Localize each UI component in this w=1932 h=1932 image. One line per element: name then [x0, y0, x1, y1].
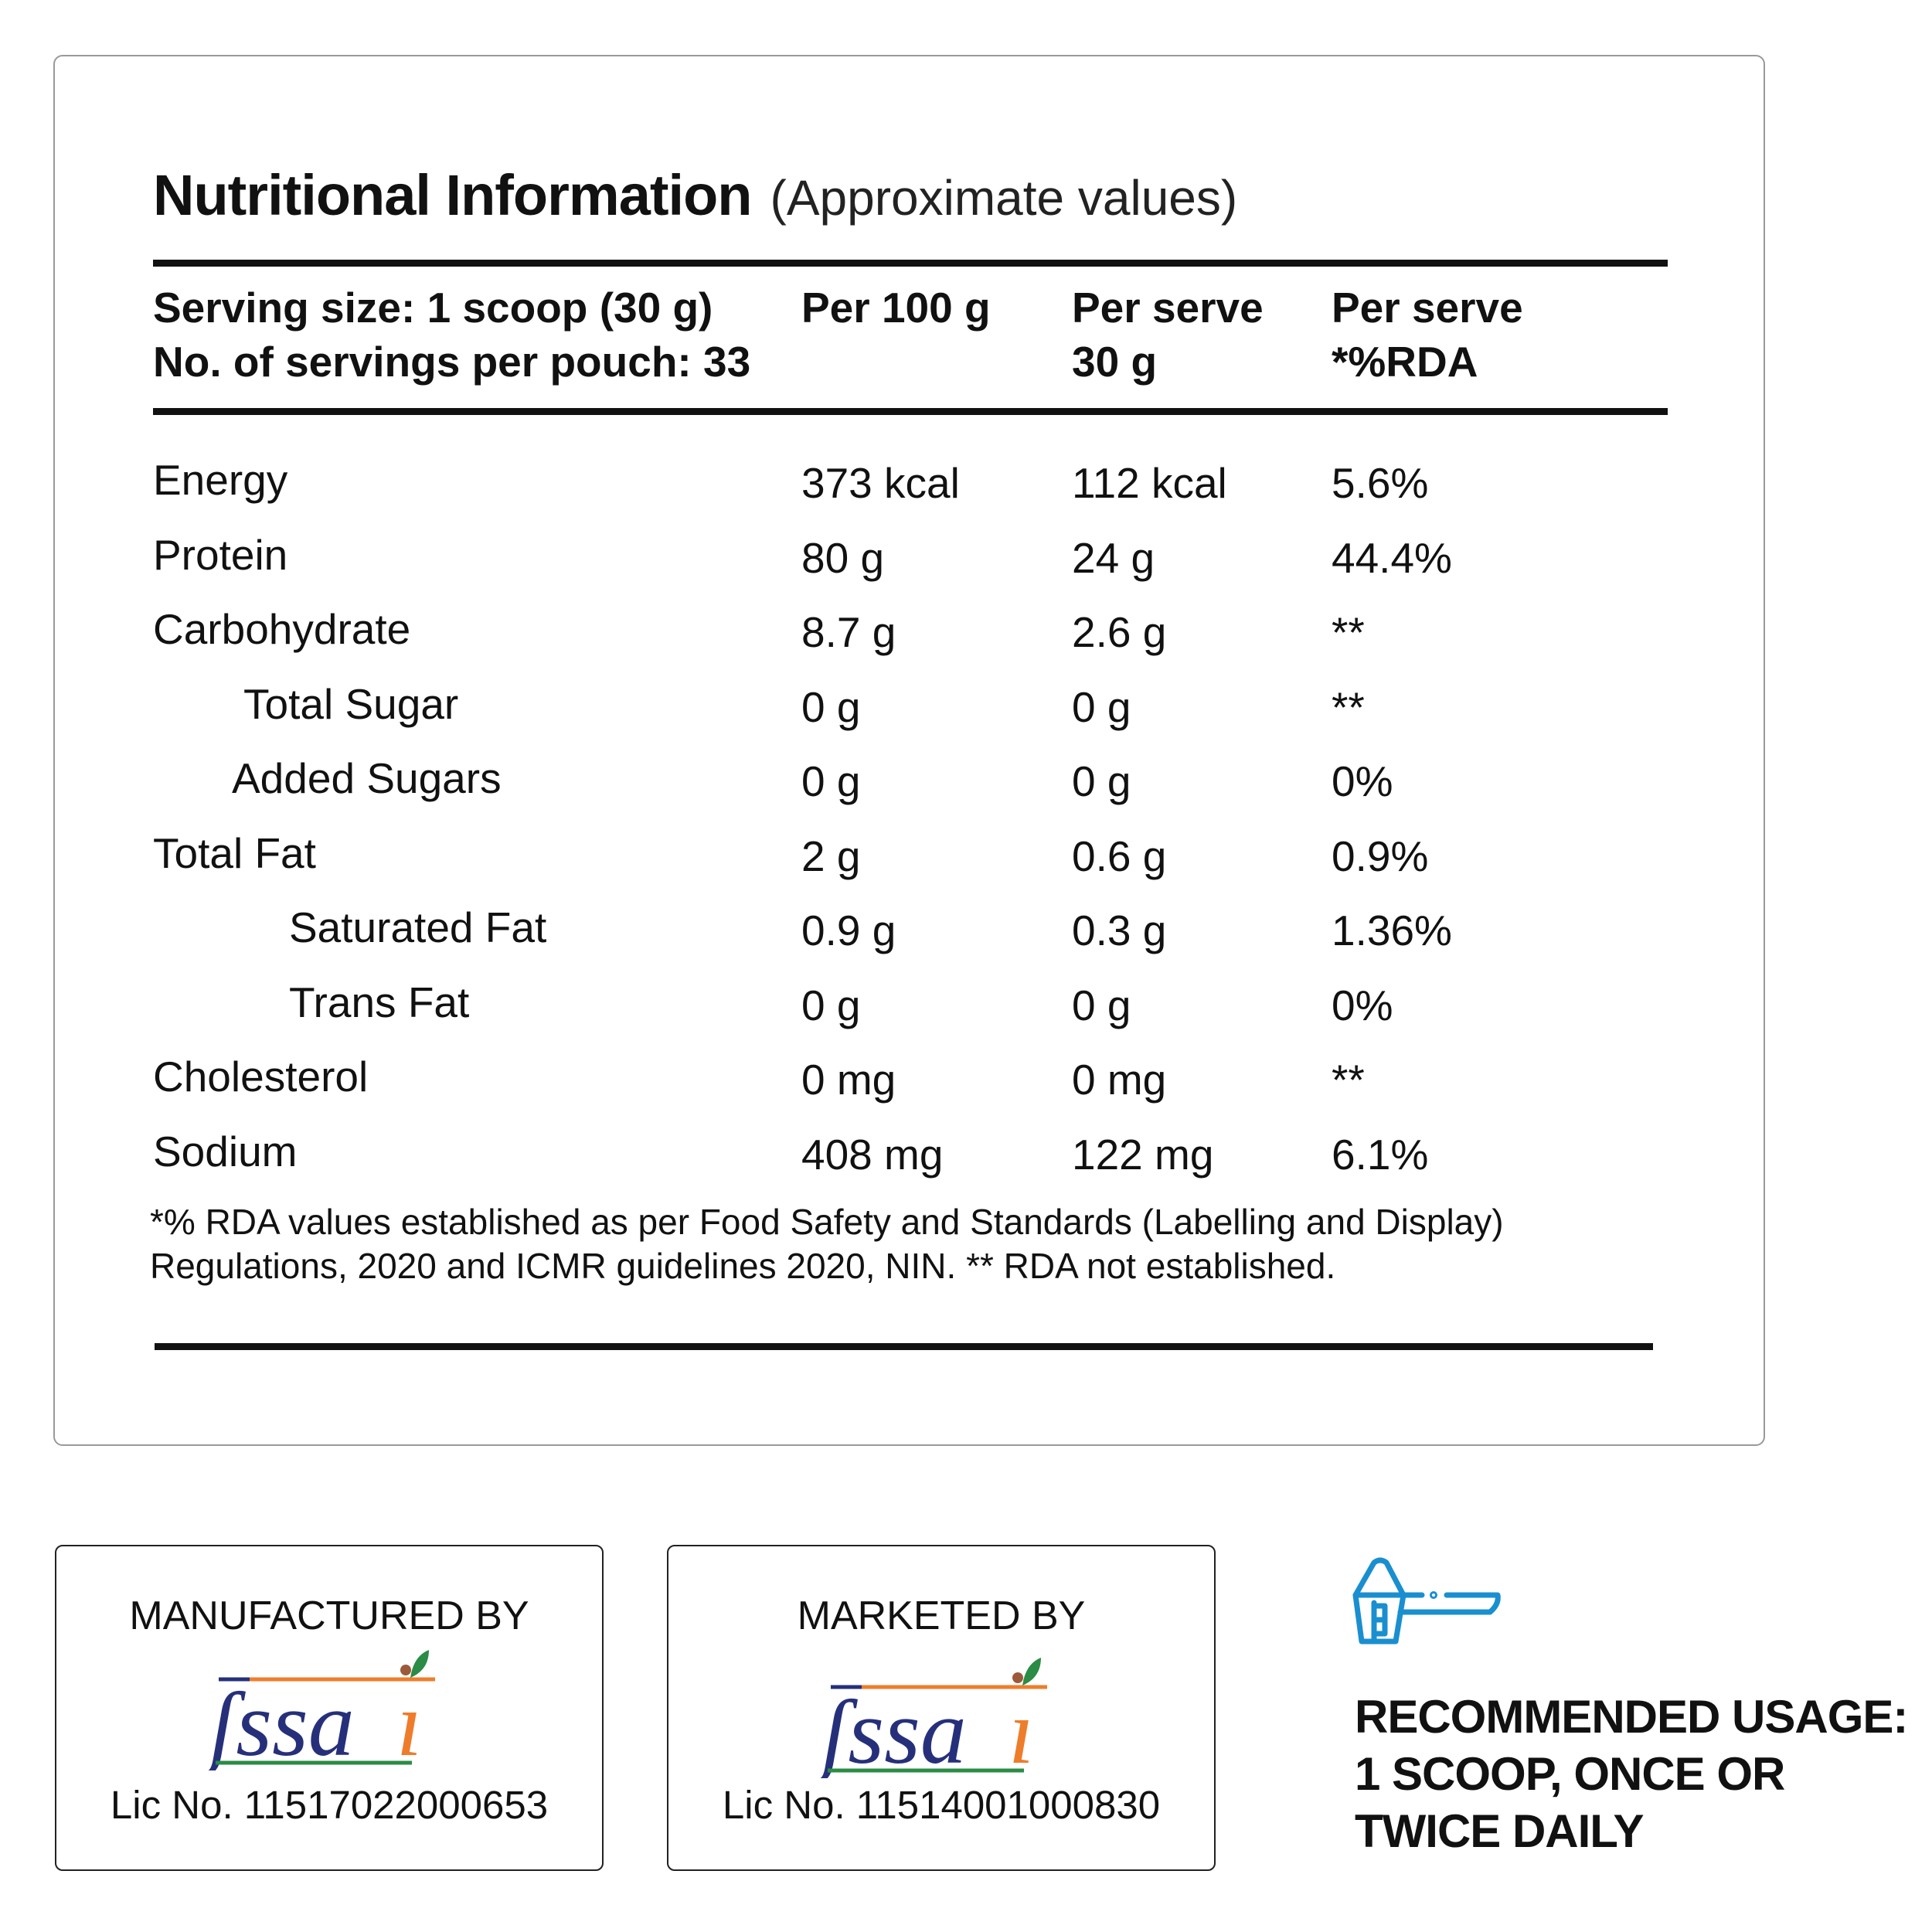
value-per100: 408 mg	[801, 1130, 944, 1179]
marketer-license: Lic No. 11514001000830	[722, 1783, 1161, 1827]
nutrient-name: Trans Fat	[289, 978, 470, 1026]
marketer-title: MARKETED BY	[797, 1594, 1086, 1638]
nutrient-name: Total Fat	[153, 828, 316, 877]
value-perserve: 0.3 g	[1072, 906, 1167, 954]
value-perserve: 112 kcal	[1072, 459, 1227, 507]
usage-line1: RECOMMENDED USAGE:	[1355, 1691, 1908, 1743]
servings-per-pouch: No. of servings per pouch: 33	[153, 338, 751, 386]
top-rule	[153, 260, 1668, 267]
bottom-rule	[155, 1343, 1653, 1350]
nutrient-name: Saturated Fat	[289, 903, 547, 951]
value-rda: 44.4%	[1332, 533, 1452, 582]
serving-info: Serving size: 1 scoop (30 g) No. of serv…	[153, 281, 750, 389]
value-rda: **	[1332, 608, 1365, 656]
value-perserve: 0 g	[1072, 682, 1131, 731]
footnote-line1: *% RDA values established as per Food Sa…	[150, 1202, 1504, 1242]
subtitle-text: (Approximate values)	[770, 170, 1238, 226]
value-perserve: 0 g	[1072, 757, 1131, 805]
svg-text:ı: ı	[1009, 1680, 1034, 1778]
value-rda: 0.9%	[1332, 832, 1429, 880]
value-rda: 6.1%	[1332, 1130, 1429, 1179]
value-per100: 0 g	[801, 682, 861, 731]
value-per100: 373 kcal	[801, 459, 960, 507]
marketer-card: MARKETED BY ʃssa ı Lic No. 11514001000830	[667, 1545, 1216, 1871]
manufacturer-title: MANUFACTURED BY	[129, 1594, 529, 1638]
svg-text:ʃssa: ʃssa	[815, 1680, 967, 1778]
value-rda: 0%	[1332, 981, 1393, 1029]
nutrient-name: Energy	[153, 456, 288, 504]
nutrient-name: Cholesterol	[153, 1053, 369, 1100]
recommended-usage: RECOMMENDED USAGE: 1 SCOOP, ONCE OR TWIC…	[1355, 1689, 1908, 1860]
svg-text:ı: ı	[396, 1672, 422, 1770]
nutrient-name: Carbohydrate	[153, 605, 411, 653]
value-perserve: 122 mg	[1072, 1130, 1214, 1179]
footnote-line2: Regulations, 2020 and ICMR guidelines 20…	[150, 1246, 1336, 1286]
value-per100: 0 mg	[801, 1056, 896, 1104]
value-per100: 0.9 g	[801, 906, 896, 954]
col-header-perserve-l2: 30 g	[1072, 338, 1158, 386]
value-perserve: 0.6 g	[1072, 832, 1167, 880]
usage-line3: TWICE DAILY	[1355, 1805, 1644, 1857]
value-rda: **	[1332, 1056, 1365, 1104]
nutrient-name: Sodium	[153, 1127, 298, 1175]
nutrition-title: Nutritional Information (Approximate valu…	[153, 162, 1237, 228]
svg-text:ʃssa: ʃssa	[203, 1672, 355, 1770]
value-rda: 1.36%	[1332, 906, 1452, 954]
value-perserve: 2.6 g	[1072, 608, 1167, 656]
serving-size: Serving size: 1 scoop (30 g)	[153, 284, 713, 332]
fssai-logo: ʃssa ı	[815, 1658, 1047, 1778]
manufacturer-license: Lic No. 11517022000653	[110, 1783, 549, 1827]
col-header-per100: Per 100 g	[801, 284, 991, 332]
fssai-logo: ʃssa ı	[203, 1650, 435, 1770]
col-header-rda: Per serve *%RDA	[1332, 281, 1523, 389]
footnote: *% RDA values established as per Food Sa…	[150, 1200, 1504, 1288]
value-per100: 0 g	[801, 757, 861, 805]
value-rda: 5.6%	[1332, 459, 1429, 507]
col-header-perserve: Per serve 30 g	[1072, 281, 1264, 389]
manufacturer-card: MANUFACTURED BY ʃssa ı Lic No. 1151702200…	[55, 1545, 604, 1871]
nutrition-panel	[53, 55, 1765, 1446]
value-per100: 80 g	[801, 533, 885, 582]
col-header-rda-l2: *%RDA	[1332, 338, 1478, 386]
value-per100: 2 g	[801, 832, 861, 880]
value-perserve: 24 g	[1072, 533, 1155, 582]
nutrient-name: Added Sugars	[232, 754, 502, 802]
value-per100: 8.7 g	[801, 608, 896, 656]
value-rda: 0%	[1332, 757, 1393, 805]
nutrient-name: Protein	[153, 530, 288, 579]
nutrient-name: Total Sugar	[243, 679, 459, 728]
col-header-rda-l1: Per serve	[1332, 284, 1523, 332]
title-text: Nutritional Information	[153, 163, 752, 227]
value-perserve: 0 g	[1072, 981, 1131, 1029]
value-perserve: 0 mg	[1072, 1056, 1167, 1104]
header-rule	[153, 408, 1668, 415]
scoop-icon	[1352, 1557, 1501, 1645]
col-header-perserve-l1: Per serve	[1072, 284, 1264, 332]
usage-line2: 1 SCOOP, ONCE OR	[1355, 1748, 1785, 1800]
value-per100: 0 g	[801, 981, 861, 1029]
value-rda: **	[1332, 682, 1365, 731]
